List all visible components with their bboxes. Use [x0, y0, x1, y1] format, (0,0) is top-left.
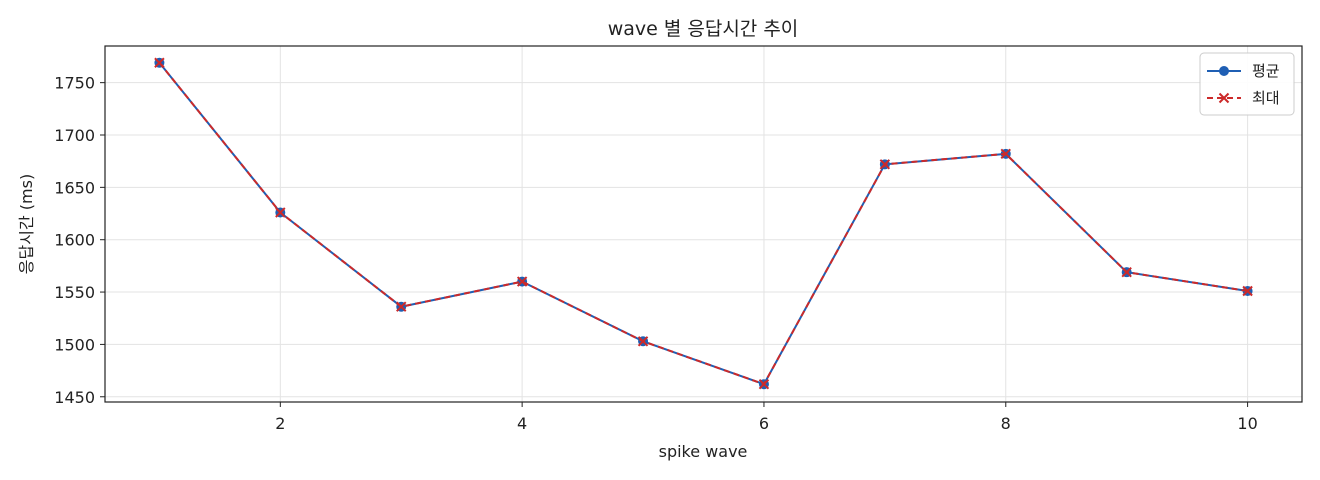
ticks: 1450 1500 1550 1600 1650 1700 1750 2 4 6 8 10: [54, 74, 1257, 433]
y-tick-label: 1750: [54, 74, 95, 93]
x-marker-stroke: [1000, 148, 1011, 160]
series-line: [158, 62, 1248, 386]
legend-label: 최대: [1252, 89, 1280, 107]
y-tick-label: 1500: [54, 335, 95, 354]
x-marker-stroke: [879, 159, 891, 170]
data-point: [516, 276, 528, 287]
data-point: [154, 57, 165, 68]
legend-swatch-marker: [1218, 92, 1230, 104]
x-axis-label: spike wave: [659, 442, 748, 461]
chart-title: wave 별 응답시간 추이: [608, 18, 799, 40]
legend-label: 평균: [1252, 62, 1280, 80]
x-tick-label: 6: [759, 414, 769, 433]
data-point: [637, 336, 649, 347]
series-1: [154, 57, 1253, 390]
y-tick-label: 1650: [54, 178, 95, 197]
y-tick-label: 1550: [54, 283, 95, 302]
data-point: [879, 159, 891, 170]
data-point: [1000, 148, 1011, 160]
y-axis-label: 응답시간 (ms): [17, 174, 36, 274]
x-marker-stroke: [275, 207, 286, 218]
x-marker-stroke: [396, 301, 407, 312]
series-layer: [154, 57, 1253, 390]
legend-swatch-marker: [1219, 66, 1229, 76]
data-point: [1242, 285, 1253, 297]
x-tick-label: 2: [275, 414, 285, 433]
x-marker-stroke: [154, 57, 165, 68]
plot-frame: [104, 45, 1303, 403]
legend-item-0: 평균: [1207, 62, 1280, 80]
x-tick-label: 8: [1001, 414, 1011, 433]
y-tick-label: 1600: [54, 231, 95, 250]
data-point: [1121, 266, 1132, 278]
grid: [105, 46, 1302, 402]
legend-box: [1199, 52, 1295, 116]
data-point: [275, 207, 286, 218]
x-marker-stroke: [1121, 266, 1132, 278]
legend-item-1: 최대: [1207, 89, 1280, 107]
x-tick-label: 4: [517, 414, 527, 433]
y-tick-label: 1700: [54, 126, 95, 145]
data-point: [758, 378, 770, 390]
y-tick-label: 1450: [54, 388, 95, 407]
x-marker-stroke: [516, 276, 528, 287]
data-point: [396, 301, 407, 312]
x-marker-stroke: [1218, 92, 1230, 104]
x-tick-label: 10: [1237, 414, 1257, 433]
x-marker-stroke: [758, 378, 770, 390]
x-marker-stroke: [1242, 285, 1253, 297]
x-marker-stroke: [637, 336, 649, 347]
